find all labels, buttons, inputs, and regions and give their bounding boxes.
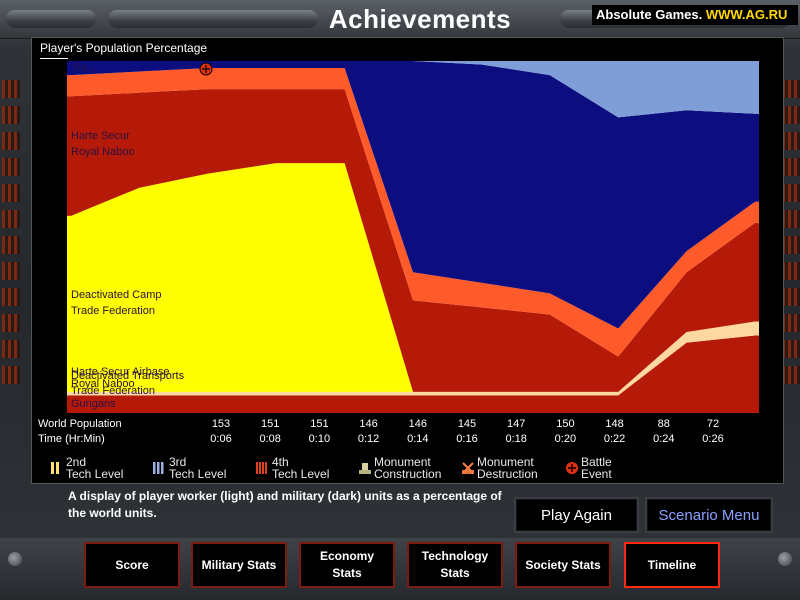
nav-economy-stats[interactable]: Economy Stats bbox=[299, 542, 395, 588]
time-tick: 0:24 bbox=[653, 433, 675, 445]
chart-label-top: Tra... bbox=[71, 62, 97, 74]
population-tick: 147 bbox=[507, 418, 526, 430]
legend-label-line1: 2nd bbox=[66, 455, 87, 469]
legend-label-line1: 4th bbox=[272, 455, 289, 469]
chart-label-b5: Gungans bbox=[71, 398, 116, 410]
chart-description: A display of player worker (light) and m… bbox=[68, 489, 502, 520]
population-tick: 148 bbox=[605, 418, 624, 430]
legend-label-line1: 3rd bbox=[169, 455, 187, 469]
decor-pipe-mid bbox=[108, 10, 318, 28]
time-tick: 0:06 bbox=[210, 433, 232, 445]
legend-label: 2nd Tech Level bbox=[66, 456, 123, 480]
legend-label-line2: Tech Level bbox=[272, 467, 330, 481]
page-title: Achievements bbox=[328, 4, 512, 34]
scenario-menu-label: Scenario Menu bbox=[658, 507, 760, 524]
population-tick: 150 bbox=[556, 418, 575, 430]
chart-label-b1: Harte Secur Airbase bbox=[71, 366, 170, 378]
chart-label-low2: Trade Federation bbox=[71, 305, 155, 317]
population-tick: 72 bbox=[706, 418, 720, 430]
tech-3-icon bbox=[153, 461, 165, 475]
chart-areas bbox=[67, 61, 759, 413]
decor-pipe-left bbox=[6, 10, 96, 28]
legend-label: Battle Event bbox=[581, 456, 612, 480]
nav-score[interactable]: Score bbox=[84, 542, 180, 588]
time-tick: 0:26 bbox=[702, 433, 724, 445]
nav-technology-label: Technology Stats bbox=[422, 548, 488, 582]
time-tick: 0:20 bbox=[554, 433, 577, 445]
population-tick: 145 bbox=[457, 418, 477, 430]
time-tick: 0:18 bbox=[505, 433, 527, 445]
decor-bolt bbox=[8, 552, 22, 566]
tech-4-icon bbox=[256, 461, 268, 475]
legend-label-line1: Monument bbox=[374, 455, 431, 469]
chart-label-low1: Deactivated Camp bbox=[71, 289, 162, 301]
nav-score-label: Score bbox=[115, 557, 149, 572]
series-area-3 bbox=[67, 89, 759, 392]
legend-label: 3rd Tech Level bbox=[169, 456, 226, 480]
legend-label-line2: Event bbox=[581, 467, 612, 481]
legend-label-line1: Monument bbox=[477, 455, 534, 469]
time-tick: 0:08 bbox=[259, 433, 281, 445]
series-area-4 bbox=[67, 68, 759, 357]
time-tick: 0:10 bbox=[308, 433, 331, 445]
series-area-5 bbox=[67, 61, 759, 329]
series-area-0 bbox=[67, 335, 759, 413]
legend-label-line2: Construction bbox=[374, 467, 442, 481]
time-tick: 0:14 bbox=[407, 433, 429, 445]
watermark-site: WWW.AG.RU bbox=[705, 7, 788, 22]
decor-bolt bbox=[778, 552, 792, 566]
time-label: Time (Hr:Min) bbox=[38, 433, 105, 445]
population-tick: 151 bbox=[310, 418, 329, 430]
watermark-prefix: Absolute Games. bbox=[596, 7, 706, 22]
world-population-label: World Population bbox=[38, 418, 122, 430]
population-tick: 151 bbox=[261, 418, 280, 430]
chart-label-b4: Trade Federation bbox=[71, 385, 155, 397]
chart-label-b2: Deactivated Transports bbox=[71, 370, 185, 382]
scenario-menu-button[interactable]: Scenario Menu bbox=[645, 497, 773, 533]
nav-timeline[interactable]: Timeline bbox=[624, 542, 720, 588]
monument-construction-icon bbox=[358, 461, 371, 475]
population-area-chart bbox=[67, 61, 759, 413]
legend-label-line2: Tech Level bbox=[169, 467, 227, 481]
tech-2-icon bbox=[50, 461, 62, 475]
nav-military-label: Military Stats bbox=[201, 557, 277, 572]
battle-event-marker[interactable] bbox=[199, 62, 213, 76]
time-tick: 0:12 bbox=[357, 433, 380, 445]
nav-society-stats[interactable]: Society Stats bbox=[515, 542, 611, 588]
population-tick: 146 bbox=[408, 418, 427, 430]
monument-destruction-icon bbox=[461, 461, 474, 475]
chart-label-b3: Royal Naboo bbox=[71, 378, 135, 390]
chart-label-mid2: Royal Naboo bbox=[71, 146, 135, 158]
legend-label: 4th Tech Level bbox=[272, 456, 329, 480]
chart-title-underline bbox=[40, 58, 68, 59]
series-area-6 bbox=[67, 61, 759, 118]
time-tick: 0:22 bbox=[603, 433, 626, 445]
nav-economy-label: Economy Stats bbox=[320, 548, 374, 582]
legend-label-line1: Battle bbox=[581, 455, 612, 469]
battle-event-icon bbox=[565, 461, 578, 475]
nav-timeline-label: Timeline bbox=[647, 557, 697, 572]
play-again-button[interactable]: Play Again bbox=[514, 497, 639, 533]
legend-label: Monument Destruction bbox=[477, 456, 538, 480]
chart-label-mid1: Harte Secur bbox=[71, 130, 130, 142]
population-tick: 146 bbox=[359, 418, 378, 430]
left-rail bbox=[2, 80, 20, 420]
legend-label: Monument Construction bbox=[374, 456, 441, 480]
nav-technology-line1: Technology bbox=[421, 549, 489, 563]
right-rail bbox=[782, 80, 800, 420]
nav-society-label: Society Stats bbox=[525, 557, 601, 572]
nav-economy-line2: Stats bbox=[332, 566, 362, 580]
time-tick: 0:16 bbox=[456, 433, 478, 445]
nav-technology-stats[interactable]: Technology Stats bbox=[407, 542, 503, 588]
population-tick: 153 bbox=[211, 418, 231, 430]
nav-technology-line2: Stats bbox=[440, 566, 470, 580]
watermark: Absolute Games. WWW.AG.RU bbox=[592, 5, 798, 25]
series-area-2 bbox=[67, 163, 759, 392]
population-tick: 88 bbox=[657, 418, 670, 430]
chart-title: Player's Population Percentage bbox=[40, 41, 208, 55]
nav-military-stats[interactable]: Military Stats bbox=[191, 542, 287, 588]
legend-label-line2: Tech Level bbox=[66, 467, 124, 481]
legend-label-line2: Destruction bbox=[477, 467, 538, 481]
nav-economy-line1: Economy bbox=[319, 549, 374, 563]
